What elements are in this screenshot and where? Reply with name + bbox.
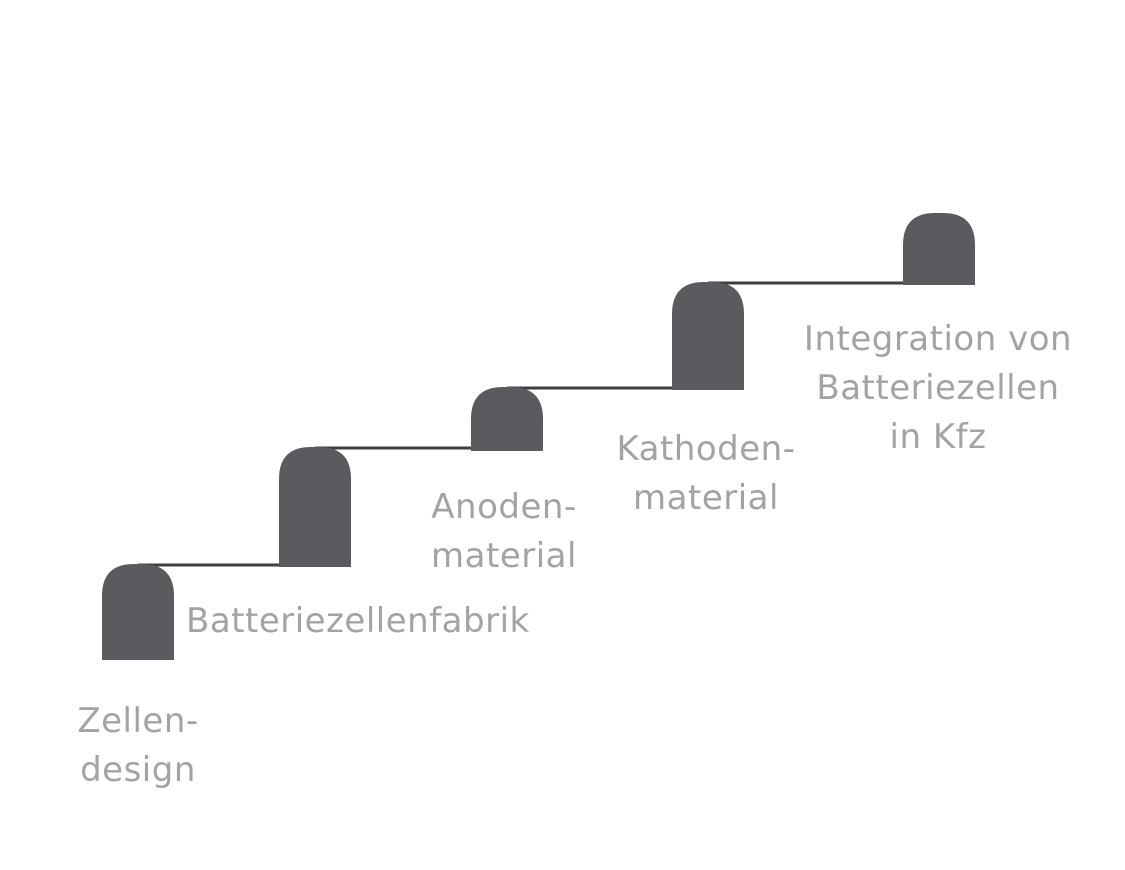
step-block-batteriezellenfabrik — [279, 447, 351, 567]
step-block-zellendesign — [102, 564, 174, 660]
step-label-zellendesign: Zellen- design — [77, 701, 199, 790]
step-block-integration — [903, 213, 975, 285]
step-label-kathodenmaterial: Kathoden- material — [616, 429, 796, 518]
step-label-integration: Integration von Batteriezellen in Kfz — [803, 319, 1073, 457]
step-label-batteriezellenfabrik: Batteriezellenfabrik — [186, 601, 530, 641]
step-connectors — [138, 281, 905, 567]
step-blocks — [102, 213, 975, 660]
step-label-anodenmaterial: Anoden- material — [431, 487, 577, 576]
step-block-anodenmaterial — [471, 387, 543, 451]
step-block-kathodenmaterial — [672, 282, 744, 390]
